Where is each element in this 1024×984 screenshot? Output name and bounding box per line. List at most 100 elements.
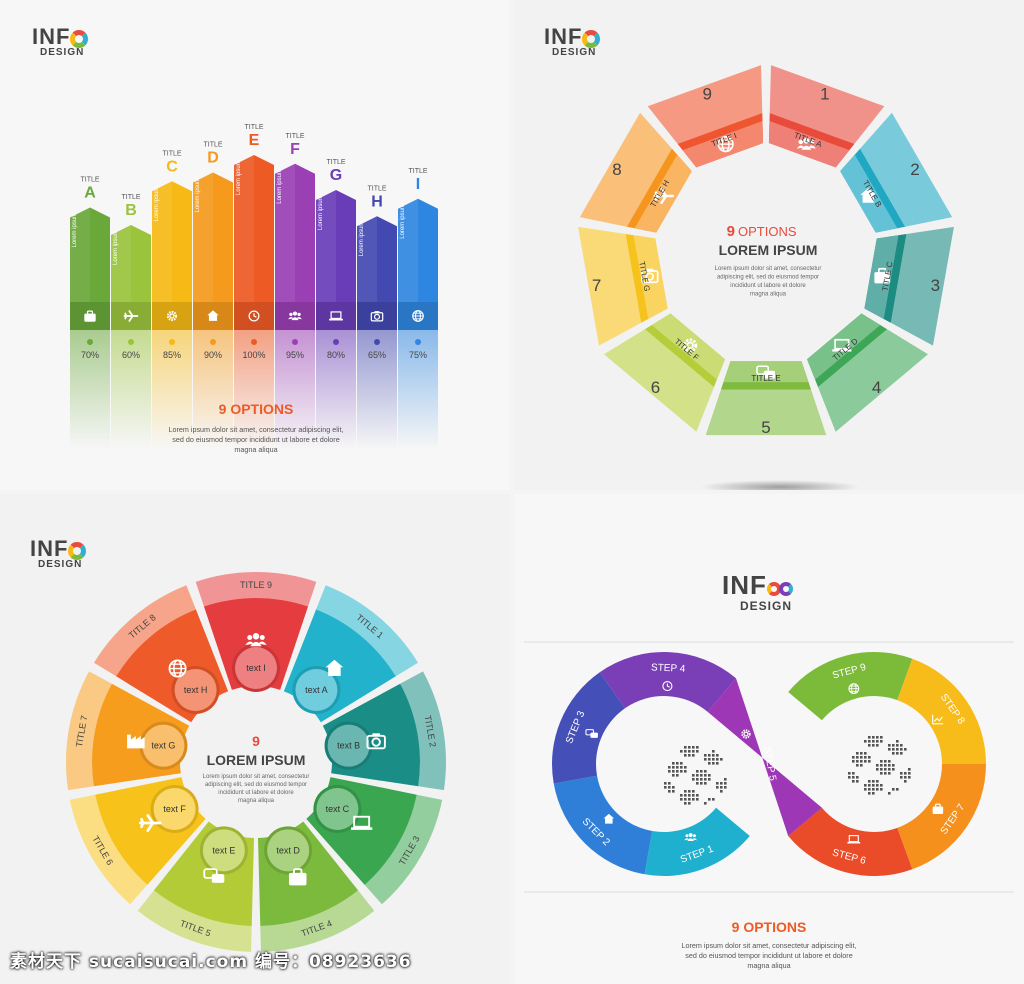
briefcase-icon	[288, 868, 307, 886]
bar-reflection	[398, 330, 438, 450]
wheel-bubble	[174, 668, 217, 711]
segment-outer-4	[818, 329, 929, 432]
wheel-outer-band	[195, 572, 317, 607]
bar-icon-box	[275, 302, 315, 330]
center-title: LOREM IPSUM	[719, 242, 818, 258]
logo-subtext: DESIGN	[40, 47, 85, 58]
logo-ring-icon	[70, 30, 89, 48]
bar-title: TITLE	[326, 159, 345, 166]
globe-icon	[412, 310, 424, 322]
camera-icon	[366, 733, 386, 750]
bar-vertical-text: Lorem ipsum	[318, 195, 324, 230]
center-options: OPTIONS	[738, 224, 797, 239]
bar-vertical-text: Lorem ipsum	[400, 204, 406, 239]
bar-g	[316, 190, 356, 330]
bar-vertical-text: Lorem ipsum	[359, 222, 365, 257]
step-3-segment	[552, 672, 625, 784]
wheel-outer-band	[93, 585, 196, 677]
house-icon	[207, 310, 219, 321]
bar-icon-box	[152, 302, 192, 330]
center-line: Lorem ipsum dolor sit amet, consectetur	[203, 774, 310, 780]
bar-f	[275, 163, 315, 330]
people-icon	[684, 833, 698, 842]
step-2-segment	[553, 775, 653, 875]
segment-number: 4	[872, 378, 881, 397]
bar-d	[193, 172, 233, 330]
wheel-bubble-text: text I	[246, 663, 266, 673]
wheel-outer-band	[65, 671, 112, 791]
step-label: STEP 5	[761, 746, 778, 782]
bar-percent: 95%	[286, 350, 304, 360]
logo-text: INF	[722, 570, 767, 600]
bar-reflection	[275, 330, 315, 450]
segment-outer-5	[705, 389, 827, 436]
segment-outer-1	[769, 65, 885, 144]
bar-letter: F	[290, 141, 300, 158]
bar-h	[357, 216, 397, 330]
bar-title: TITLE	[162, 150, 181, 157]
bar-highlight	[357, 216, 377, 330]
bar-dot	[292, 339, 298, 345]
wheel-outer-band	[400, 671, 447, 791]
logo: INF DESIGN	[30, 538, 87, 570]
bar-dot	[128, 339, 134, 345]
bar-vertical-text: Lorem ipsum	[277, 169, 283, 204]
briefcase-icon	[932, 803, 944, 814]
wheel-bubble-text: text B	[337, 741, 360, 751]
wheel-outer-band	[316, 585, 419, 677]
house-icon	[325, 659, 344, 677]
airplane-icon	[123, 310, 139, 322]
center-line: magna aliqua	[238, 798, 275, 804]
bar-i	[398, 198, 438, 330]
bar-vertical-text: Lorem ipsum	[113, 230, 119, 265]
airplane-icon	[138, 814, 162, 832]
logo-subtext: DESIGN	[552, 47, 597, 58]
center-title: LOREM IPSUM	[207, 752, 306, 768]
bar-dot	[374, 339, 380, 345]
bar-percent: 100%	[242, 350, 265, 360]
bar-reflection	[193, 330, 233, 450]
segment-outer-7	[578, 226, 642, 346]
bar-highlight	[152, 181, 172, 330]
logo: INF DESIGN	[722, 572, 793, 612]
wheel-title: TITLE 9	[240, 580, 272, 590]
nonagon-infographic: INF DESIGN 1 TITLE A 2 TITLE B 3 TITLE C 4 TITL…	[514, 0, 1024, 490]
segment-number: 2	[910, 160, 919, 179]
step-8-segment	[897, 658, 986, 764]
globe-icon	[717, 136, 734, 153]
bar-dot	[87, 339, 93, 345]
center-number: 9	[727, 223, 735, 240]
logo-ring-icon	[68, 542, 87, 560]
segment-number: 6	[651, 378, 660, 397]
wheel-bubble	[327, 724, 370, 767]
gear-icon	[166, 310, 178, 322]
bar-reflection	[152, 330, 192, 450]
bar-c	[152, 181, 192, 330]
segment-title-band	[633, 235, 668, 319]
infinity-infographic: INF DESIGN STEP 1 STEP 2 STEP 3 STEP 4 STEP …	[514, 494, 1024, 984]
center-number: 9	[252, 733, 260, 749]
bar-reflection	[357, 330, 397, 450]
bar-title: TITLE	[203, 142, 222, 149]
bar-title: TITLE	[121, 194, 140, 201]
bar-highlight	[275, 163, 295, 330]
segment-number: 8	[612, 160, 621, 179]
bar-title: TITLE	[408, 168, 427, 175]
wheel-outer-band	[69, 794, 148, 905]
laptop-icon	[847, 835, 861, 844]
wheel-bubble-text: text A	[305, 685, 328, 695]
bar-vertical-text: Lorem ipsum	[72, 213, 78, 248]
factory-icon	[127, 734, 145, 749]
wheel-bubble	[235, 647, 277, 689]
bar-e	[234, 155, 274, 330]
wheel-bubble	[153, 788, 196, 830]
step-label: STEP 4	[651, 662, 686, 675]
world-map-left-icon	[664, 746, 727, 805]
ring-shadow	[700, 480, 860, 490]
center-line: magna aliqua	[750, 292, 787, 298]
bar-dot	[333, 339, 339, 345]
center-line: incididunt ut labore et dolore	[218, 790, 294, 796]
segment-title: TITLE E	[751, 374, 780, 383]
